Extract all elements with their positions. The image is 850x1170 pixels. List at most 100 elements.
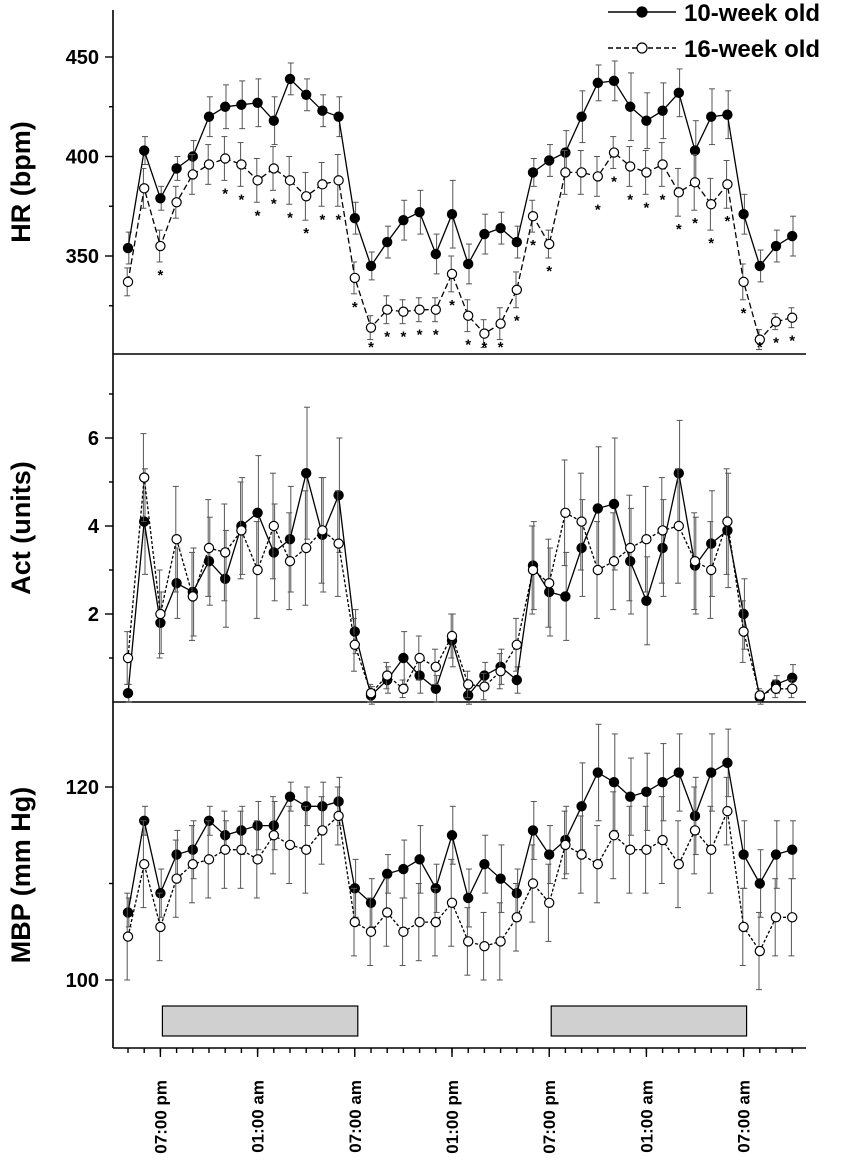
data-point [641,786,652,798]
data-point [706,844,717,855]
data-point [349,272,360,284]
data-point [463,679,474,690]
data-point [689,177,701,188]
legend-label-16-week: 16-week old [684,36,820,63]
data-point [770,849,782,860]
significance-star: * [514,313,520,330]
data-point [544,586,555,598]
data-point [365,897,377,909]
data-point [284,175,296,186]
data-point [479,941,490,952]
data-point [576,801,587,812]
data-point [495,936,506,947]
data-point [268,163,279,174]
data-point [770,240,782,252]
data-point [203,111,215,122]
significance-star: * [384,329,390,346]
data-point [722,109,733,120]
data-point [625,161,636,172]
data-point [673,859,685,870]
significance-star: * [368,339,374,356]
data-point [301,468,312,479]
data-point [787,844,798,855]
significance-star: * [255,207,261,224]
series-16-week-old [122,136,798,351]
data-point [252,564,263,576]
data-point [155,921,166,933]
data-point [544,238,555,250]
data-point [592,859,604,870]
data-point [544,578,555,589]
data-point [203,159,215,170]
data-point [706,538,717,549]
significance-star: * [789,333,795,350]
data-point [560,507,571,518]
significance-star: * [660,191,666,208]
data-point [706,767,717,778]
data-point [398,863,409,875]
data-point [770,683,782,695]
data-point [527,564,539,576]
data-point [301,89,312,101]
data-point [398,926,409,937]
data-point [333,796,344,807]
data-point [673,468,685,479]
data-point [495,222,506,234]
data-point [171,197,182,208]
data-point [787,672,798,684]
data-point [317,801,328,812]
data-point [430,916,441,928]
x-tick-label: 07:00 am [735,1080,754,1153]
data-point [738,921,749,933]
data-point [138,183,150,194]
data-point [706,111,717,122]
series-line [127,473,793,699]
data-point [284,791,296,802]
legend-label-10-week: 10-week old [684,0,820,27]
data-point [754,945,766,957]
data-point [236,159,247,170]
data-point [155,617,166,629]
data-point [495,873,506,884]
data-point [657,159,668,170]
significance-star: * [481,339,487,356]
panel-2: 2 4 6 Act (units) [6,354,806,705]
data-point [722,805,733,817]
data-point [301,844,312,855]
data-point [349,626,360,637]
data-point [511,284,523,296]
significance-star: * [627,191,633,208]
data-point [301,542,312,554]
significance-star: * [303,225,309,242]
data-point [754,260,766,272]
data-point [608,776,620,788]
data-point [349,916,360,928]
significance-star: * [692,215,698,232]
data-point [657,542,668,554]
data-point [382,670,393,681]
significance-star: * [238,191,244,208]
significance-star: * [352,299,358,316]
significance-star: * [417,327,423,344]
dark-period-bar [550,1005,748,1037]
data-point [333,490,344,501]
data-point [252,175,263,186]
data-point [770,912,782,923]
significance-markers: * * * * * * * * * * * * * * * * * * * * * * * * * * * * * * * * * * * [157,173,795,356]
data-point [122,688,134,699]
data-point [463,892,474,904]
data-point [382,907,393,918]
data-point [754,690,766,701]
y-tick-label: 100 [66,970,99,992]
x-tick-label: 07:00 pm [540,1080,559,1154]
significance-star: * [287,209,293,226]
data-point [398,214,409,226]
x-tick-label: 07:00 am [346,1080,365,1153]
significance-star: * [708,235,714,252]
data-point [430,248,441,260]
data-point [544,155,555,166]
data-point [446,268,458,280]
data-point [446,209,458,220]
data-point [479,328,490,339]
